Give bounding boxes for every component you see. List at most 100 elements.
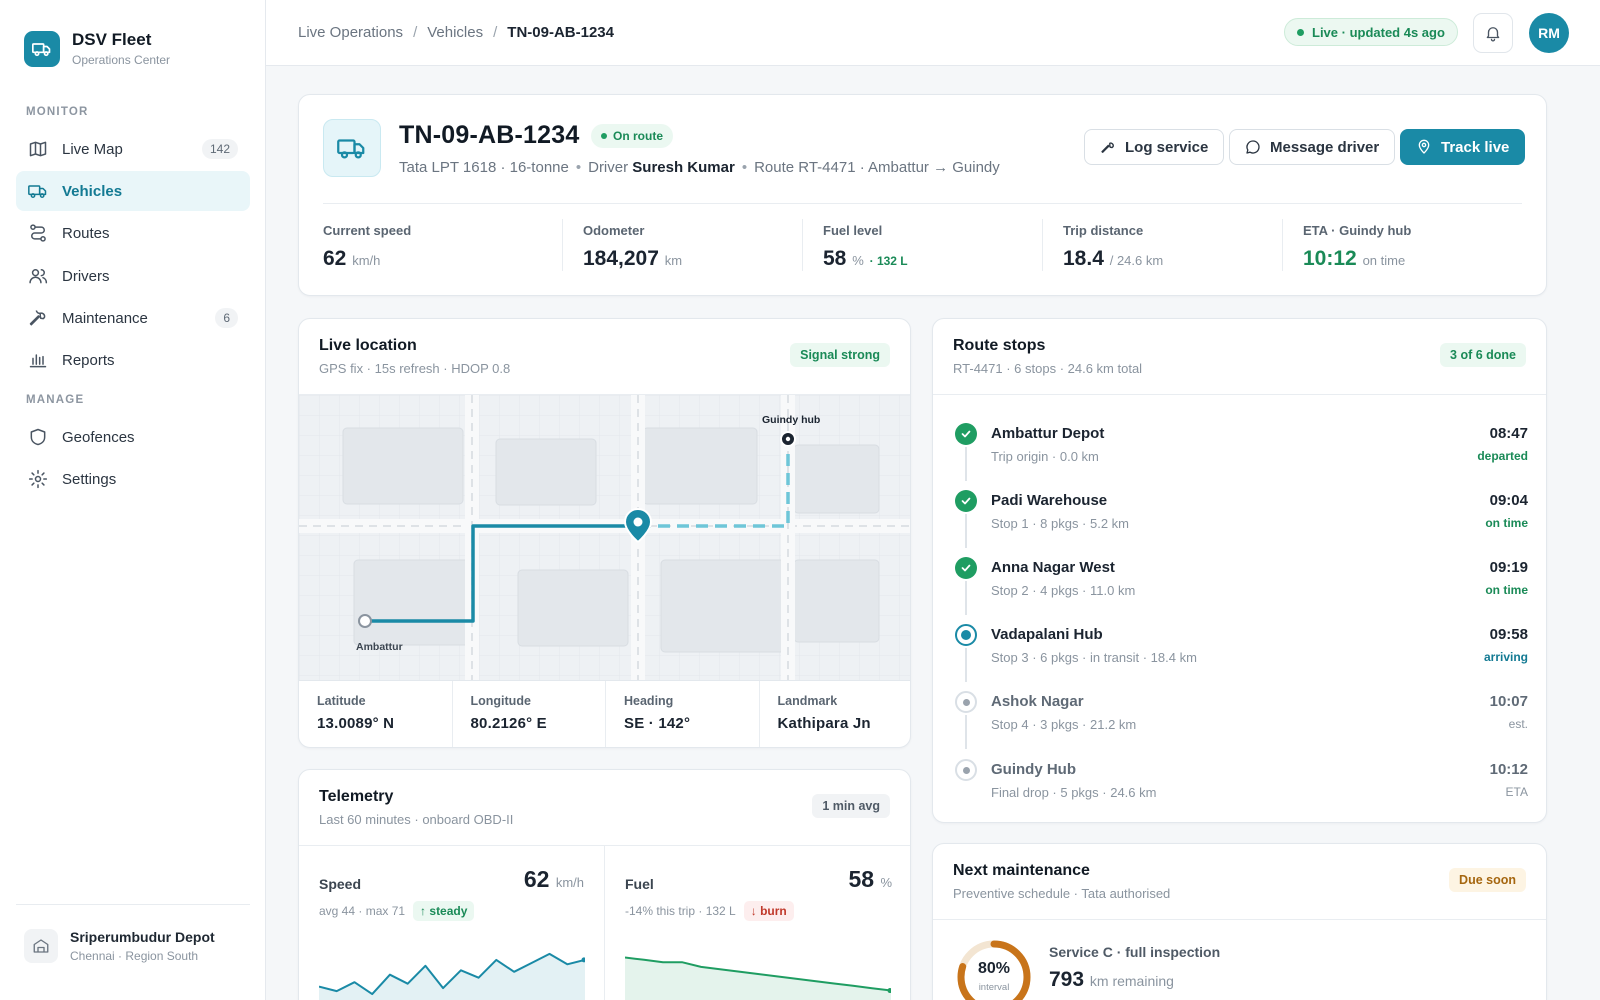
- live-location-title: Live location: [319, 337, 417, 354]
- card-divider: [299, 845, 910, 846]
- speed-trend-text: steady: [429, 904, 468, 918]
- nav-section-manage: MANAGE: [26, 394, 85, 406]
- stop-row[interactable]: Vadapalani Hub Stop 3 · 6 pkgs · in tran…: [933, 614, 1548, 682]
- telemetry-subtitle: Last 60 minutes · onboard OBD-II: [319, 812, 514, 827]
- stop-name: Ashok Nagar: [991, 693, 1084, 710]
- avatar[interactable]: RM: [1529, 13, 1569, 53]
- route-remaining-line: [639, 439, 790, 528]
- meta-separator: •: [575, 159, 582, 176]
- sidebar-item-label: Live Map: [62, 140, 123, 158]
- maintenance-percent: 80%: [977, 960, 1011, 977]
- kpi-value: 58 % · 132 L: [823, 247, 908, 271]
- sidebar-item-reports[interactable]: Reports: [16, 340, 250, 380]
- sidebar-item-live-map[interactable]: Live Map 142: [16, 129, 250, 169]
- live-location-card: Live location GPS fix · 15s refresh · HD…: [298, 318, 911, 748]
- meta-separator: •: [741, 159, 748, 176]
- current-stop-icon: [955, 624, 977, 646]
- stop-row[interactable]: Padi Warehouse Stop 1 · 8 pkgs · 5.2 km …: [933, 480, 1548, 548]
- header-divider: [323, 203, 1522, 204]
- speed-trend-badge: ↑ steady: [413, 901, 475, 921]
- stop-connector: [965, 648, 967, 682]
- stop-time: 10:07: [1489, 693, 1528, 710]
- sidebar-item-vehicles[interactable]: Vehicles: [16, 171, 250, 211]
- sidebar-item-routes[interactable]: Routes: [16, 213, 250, 253]
- vehicle-map-pin-dot: [633, 517, 643, 527]
- pending-stop-icon: [955, 691, 977, 713]
- sidebar-item-drivers[interactable]: Drivers: [16, 256, 250, 296]
- kpi-label: Current speed: [323, 223, 412, 238]
- sidebar-item-maintenance[interactable]: Maintenance 6: [16, 298, 250, 338]
- gear-icon: [28, 469, 48, 489]
- coord-label: Heading: [624, 694, 674, 708]
- wrench-icon: [29, 310, 46, 326]
- message-driver-button[interactable]: Message driver: [1229, 129, 1396, 165]
- stop-time: 09:19: [1489, 559, 1528, 576]
- driver-name[interactable]: Suresh Kumar: [632, 159, 735, 176]
- live-map-count-badge: 142: [201, 139, 238, 159]
- coord-value: 80.2126° E: [470, 715, 547, 732]
- stop-connector: [965, 447, 967, 481]
- kpi-label: Fuel level: [823, 223, 883, 238]
- log-service-button[interactable]: Log service: [1084, 129, 1225, 165]
- sidebar-item-settings[interactable]: Settings: [16, 459, 250, 499]
- stop-name: Padi Warehouse: [991, 492, 1108, 509]
- odometer-unit: km: [664, 253, 683, 268]
- fuel-reading: 58: [848, 866, 875, 892]
- stop-row[interactable]: Ambattur Depot Trip origin · 0.0 km 08:4…: [933, 413, 1548, 481]
- users-icon: [29, 269, 48, 284]
- speed-line: [319, 952, 585, 996]
- fuel-unit: %: [852, 253, 864, 268]
- eta-status: on time: [1362, 253, 1406, 268]
- sidebar-item-geofences[interactable]: Geofences: [16, 417, 250, 457]
- coord-landmark: Landmark Kathipara Jn: [760, 681, 911, 747]
- brand-subtitle: Operations Center: [72, 53, 171, 67]
- notifications-button[interactable]: [1473, 13, 1513, 53]
- kpi-label: Trip distance: [1063, 223, 1144, 238]
- depot-switcher[interactable]: Sriperumbudur Depot Chennai · Region Sou…: [16, 904, 250, 963]
- telemetry-card: Telemetry Last 60 minutes · onboard OBD-…: [298, 769, 911, 1000]
- kpi-odometer: Odometer 184,207 km: [583, 223, 682, 275]
- stop-row[interactable]: Guindy Hub Final drop · 5 pkgs · 24.6 km…: [933, 749, 1548, 815]
- stop-name: Guindy Hub: [991, 761, 1076, 778]
- breadcrumb-vehicles[interactable]: Vehicles: [427, 24, 484, 41]
- stop-status: on time: [1485, 516, 1528, 530]
- breadcrumb-separator: /: [413, 24, 418, 41]
- maintenance-status-badge: Due soon: [1449, 868, 1526, 892]
- vehicle-status-text: On route: [613, 129, 663, 143]
- breadcrumb-live-operations[interactable]: Live Operations: [298, 24, 404, 41]
- remaining-value: 793: [1049, 968, 1085, 991]
- speed-label: Speed: [319, 876, 362, 892]
- stop-row[interactable]: Ashok Nagar Stop 4 · 3 pkgs · 21.2 km 10…: [933, 681, 1548, 749]
- fuel-area: [625, 957, 891, 1000]
- shield-icon: [30, 428, 46, 446]
- live-map[interactable]: Ambattur Guindy hub: [299, 395, 910, 680]
- speed-value: 62: [323, 247, 347, 270]
- service-remaining: 793 km remaining: [1049, 968, 1174, 992]
- stop-row[interactable]: Anna Nagar West Stop 2 · 4 pkgs · 11.0 k…: [933, 547, 1548, 615]
- stop-status: est.: [1508, 717, 1528, 731]
- eta-value: 10:12: [1303, 247, 1357, 270]
- speed-panel: Speed 62 km/h avg 44 · max 71 ↑ steady: [299, 846, 605, 1000]
- sidebar-item-label: Maintenance: [62, 309, 148, 327]
- stop-time: 09:04: [1489, 492, 1528, 509]
- route-travelled-line: [365, 524, 637, 623]
- fuel-panel: Fuel 58 % -14% this trip · 132 L ↓ burn: [605, 846, 910, 1000]
- stop-status: on time: [1485, 583, 1528, 597]
- vehicle-model: Tata LPT 1618 · 16-tonne: [399, 159, 569, 176]
- map-pin-icon: [1418, 139, 1430, 154]
- message-driver-label: Message driver: [1270, 138, 1380, 156]
- map-block: [353, 559, 479, 646]
- check-icon: [955, 423, 977, 445]
- speed-stats: avg 44 · max 71 ↑ steady: [319, 901, 475, 921]
- trip-distance-value: 18.4: [1063, 247, 1104, 270]
- track-live-button[interactable]: Track live: [1400, 129, 1526, 165]
- map-block: [793, 444, 880, 514]
- depot-region: Chennai · Region South: [70, 949, 199, 963]
- fuel-liters: · 132 L: [869, 254, 908, 268]
- sidebar-item-label: Settings: [62, 470, 117, 488]
- log-service-label: Log service: [1125, 138, 1209, 156]
- nav-section-monitor: MONITOR: [26, 106, 89, 118]
- brand[interactable]: DSV Fleet Operations Center: [24, 30, 170, 67]
- telemetry-window-badge[interactable]: 1 min avg: [812, 794, 890, 818]
- map-icon: [29, 141, 47, 157]
